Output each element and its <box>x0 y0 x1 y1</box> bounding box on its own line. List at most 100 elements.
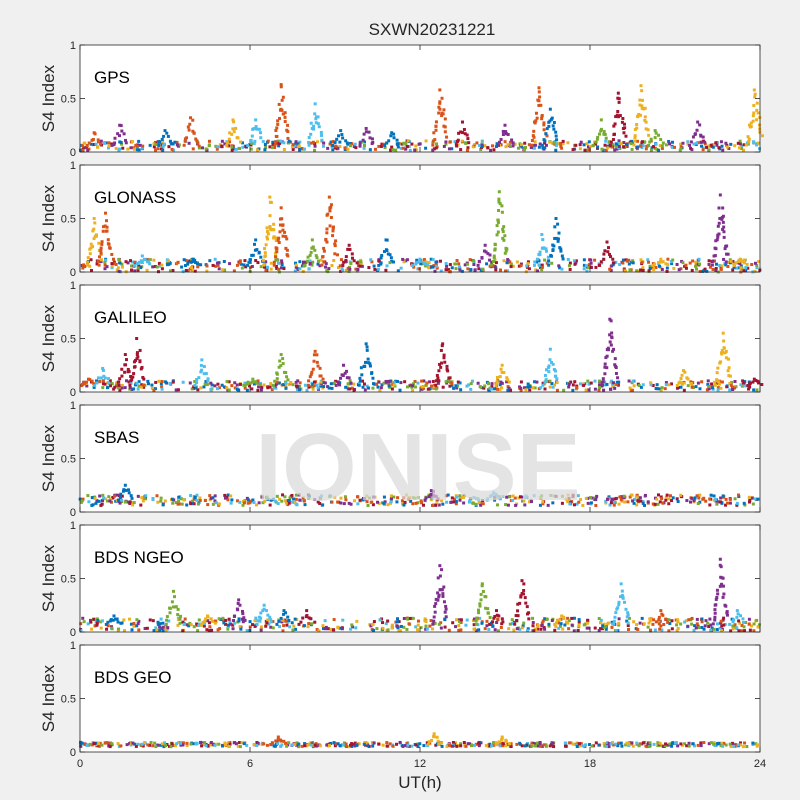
data-point <box>346 266 350 270</box>
data-point <box>100 619 104 623</box>
data-point <box>661 613 665 617</box>
data-point <box>298 260 302 264</box>
data-point <box>141 744 145 748</box>
data-point <box>704 619 708 623</box>
data-point <box>544 744 548 748</box>
data-point <box>233 741 237 745</box>
data-point <box>746 266 750 270</box>
data-point <box>448 140 452 144</box>
data-point <box>173 744 177 748</box>
data-point <box>749 125 753 129</box>
data-point <box>204 617 208 621</box>
data-point <box>274 382 278 386</box>
data-point <box>339 501 343 505</box>
data-point <box>639 268 643 272</box>
data-point <box>336 500 340 504</box>
data-point <box>714 141 718 145</box>
data-point <box>161 621 165 625</box>
burst-5.6 <box>229 598 247 626</box>
burst-10.1 <box>358 126 374 147</box>
burst-peak-point <box>101 366 105 370</box>
data-point <box>371 628 375 632</box>
data-point <box>625 259 629 263</box>
data-point <box>456 384 460 388</box>
data-point <box>481 499 485 503</box>
data-point <box>710 263 714 267</box>
data-point <box>531 621 535 625</box>
data-point <box>481 502 485 506</box>
data-point <box>610 379 614 383</box>
data-point <box>382 501 386 505</box>
data-point <box>79 744 83 748</box>
data-point <box>553 374 557 378</box>
data-point <box>347 270 351 274</box>
data-point <box>533 143 537 147</box>
data-point <box>300 744 304 748</box>
data-point <box>491 624 495 628</box>
data-point <box>230 384 234 388</box>
data-point <box>132 146 136 150</box>
data-point <box>277 619 281 623</box>
data-point <box>387 379 391 383</box>
data-point <box>504 130 508 134</box>
data-point <box>440 744 444 748</box>
data-point <box>566 257 570 261</box>
data-point <box>664 381 668 385</box>
data-point <box>250 387 254 391</box>
data-point <box>688 143 692 147</box>
data-point <box>276 258 280 262</box>
data-point <box>123 500 127 504</box>
data-point <box>318 382 322 386</box>
data-point <box>241 145 245 149</box>
data-point <box>614 629 618 633</box>
data-point <box>627 628 631 632</box>
data-point <box>113 494 117 498</box>
data-point <box>152 258 156 262</box>
data-point <box>357 383 361 387</box>
data-point <box>482 249 486 253</box>
data-point <box>641 500 645 504</box>
data-point <box>633 139 637 143</box>
data-point <box>346 382 350 386</box>
data-point <box>617 600 621 604</box>
data-point <box>376 500 380 504</box>
data-point <box>168 139 172 143</box>
data-point <box>471 501 475 505</box>
data-point <box>334 239 338 243</box>
data-point <box>617 139 621 143</box>
data-point <box>294 265 298 269</box>
data-point <box>538 250 542 254</box>
data-point <box>413 385 417 389</box>
data-point <box>392 383 396 387</box>
data-point <box>128 383 132 387</box>
data-point <box>271 742 275 746</box>
data-point <box>224 618 228 622</box>
data-point <box>209 741 213 745</box>
data-point <box>686 377 690 381</box>
data-point <box>325 240 329 244</box>
data-point <box>597 388 601 392</box>
burst-peak-point <box>313 349 317 353</box>
data-point <box>213 494 217 498</box>
y-axis-label: S4 Index <box>39 64 58 132</box>
data-point <box>573 380 577 384</box>
data-point <box>618 495 622 499</box>
data-point <box>85 743 89 747</box>
data-point <box>265 743 269 747</box>
data-point <box>321 377 325 381</box>
data-point <box>350 742 354 746</box>
data-point <box>456 380 460 384</box>
data-point <box>377 501 381 505</box>
data-point <box>319 384 323 388</box>
data-point <box>612 347 616 351</box>
data-point <box>627 379 631 383</box>
data-point <box>434 743 438 747</box>
data-point <box>527 617 531 621</box>
data-point <box>188 381 192 385</box>
burst-peak-point <box>364 342 368 346</box>
data-point <box>607 348 611 352</box>
data-point <box>207 629 211 633</box>
data-point <box>435 502 439 506</box>
burst-20.5 <box>651 609 670 626</box>
